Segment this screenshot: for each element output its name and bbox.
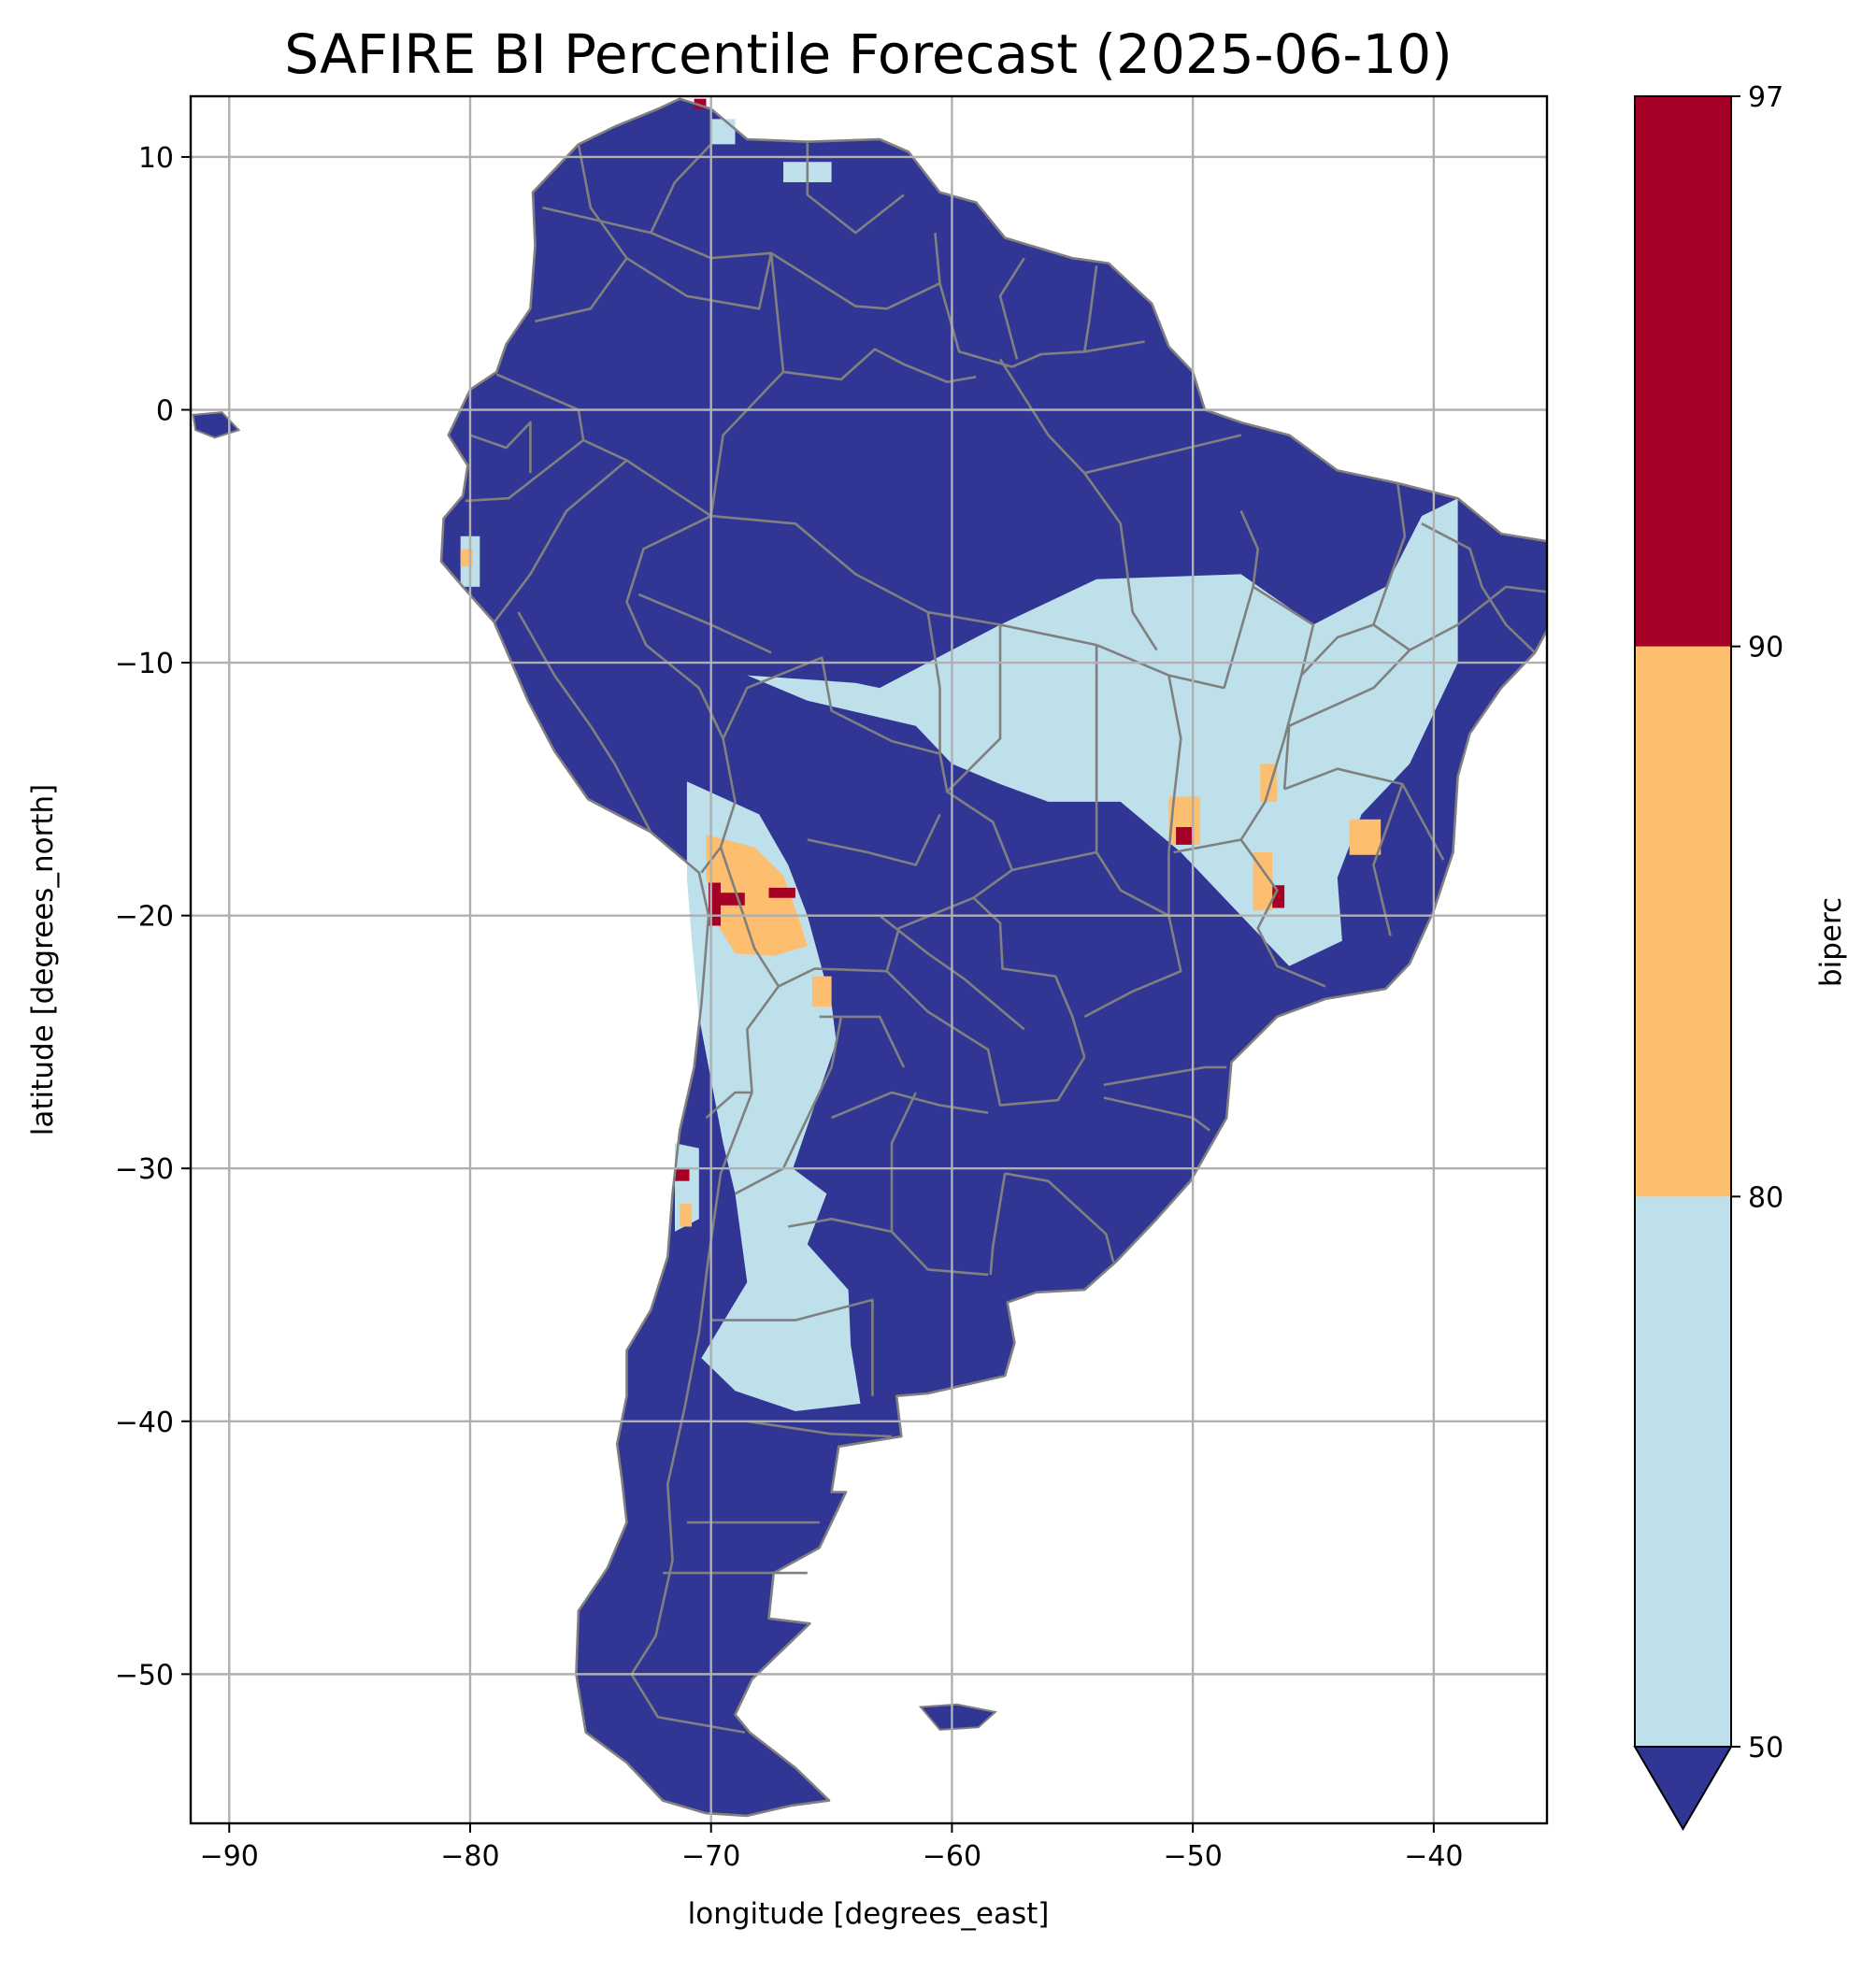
region-90-97-18 [1176, 827, 1194, 845]
x-tick-label: −40 [1404, 1840, 1463, 1873]
colorbar-tick-label: 97 [1748, 81, 1783, 114]
y-tick-label: −10 [115, 648, 174, 680]
map-title: SAFIRE BI Percentile Forecast (2025-06-1… [284, 22, 1453, 86]
region-50-80-6 [710, 119, 736, 145]
x-tick-label: −70 [681, 1840, 740, 1873]
region-50-80-1 [747, 498, 1458, 966]
colorbar-frame [1634, 95, 1732, 1748]
coastline [439, 97, 1547, 1818]
x-tick-label: −60 [923, 1840, 981, 1873]
y-tick-label: 10 [138, 142, 174, 175]
y-axis-ticks: 10 0 −10 −20 −30 −40 −50 [115, 142, 191, 1692]
y-tick-label: −40 [115, 1407, 174, 1439]
colorbar-segment-90-97 [1635, 96, 1731, 647]
region-90-97-21 [675, 1168, 690, 1181]
plot-frame [189, 94, 1549, 1825]
x-tick-label: −80 [440, 1840, 499, 1873]
colorbar-label: biperc [1814, 897, 1848, 987]
colorbar-segment-50-80 [1635, 1196, 1731, 1747]
colorbar: 50 80 90 97 [1633, 81, 1783, 1831]
map-layer [192, 97, 1547, 1818]
region-90-97-19 [1272, 885, 1285, 908]
falkland-islands [918, 1703, 997, 1731]
colorbar-tick-label: 90 [1748, 632, 1783, 664]
galapagos-islands [192, 411, 241, 439]
x-tick-label: −50 [1163, 1840, 1222, 1873]
region-80-90-8 [811, 976, 832, 1007]
region-80-90-12 [1349, 819, 1382, 855]
region-90-97-17 [768, 887, 795, 898]
y-axis-label: latitude [degrees_north] [26, 784, 60, 1135]
border-lines [465, 141, 1547, 1734]
y-tick-label: 0 [156, 395, 174, 428]
region-80-90-11 [1253, 852, 1273, 911]
region-80-90-7 [706, 835, 808, 956]
y-tick-label: −30 [115, 1153, 174, 1186]
gridlines [191, 96, 1547, 1823]
colorbar-extend-min [1633, 1746, 1733, 1831]
y-tick-label: −50 [115, 1659, 174, 1692]
x-axis-label: longitude [degrees_east] [688, 1897, 1050, 1931]
land-fill-below-50 [441, 98, 1547, 1816]
colorbar-tick-label: 50 [1748, 1732, 1783, 1764]
country-borders [439, 97, 1547, 1818]
colorbar-tick-label: 80 [1748, 1181, 1783, 1214]
plot-area: −90 −80 −70 −60 −50 −40 10 0 −10 −20 −30 −40 −50 [115, 94, 1549, 1873]
x-axis-ticks: −90 −80 −70 −60 −50 −40 [200, 1823, 1464, 1873]
percentile-regions [460, 98, 1458, 1411]
region-80-90-14 [680, 1204, 693, 1227]
y-tick-label: −20 [115, 901, 174, 934]
colorbar-segment-80-90 [1635, 646, 1731, 1197]
x-tick-label: −90 [200, 1840, 259, 1873]
